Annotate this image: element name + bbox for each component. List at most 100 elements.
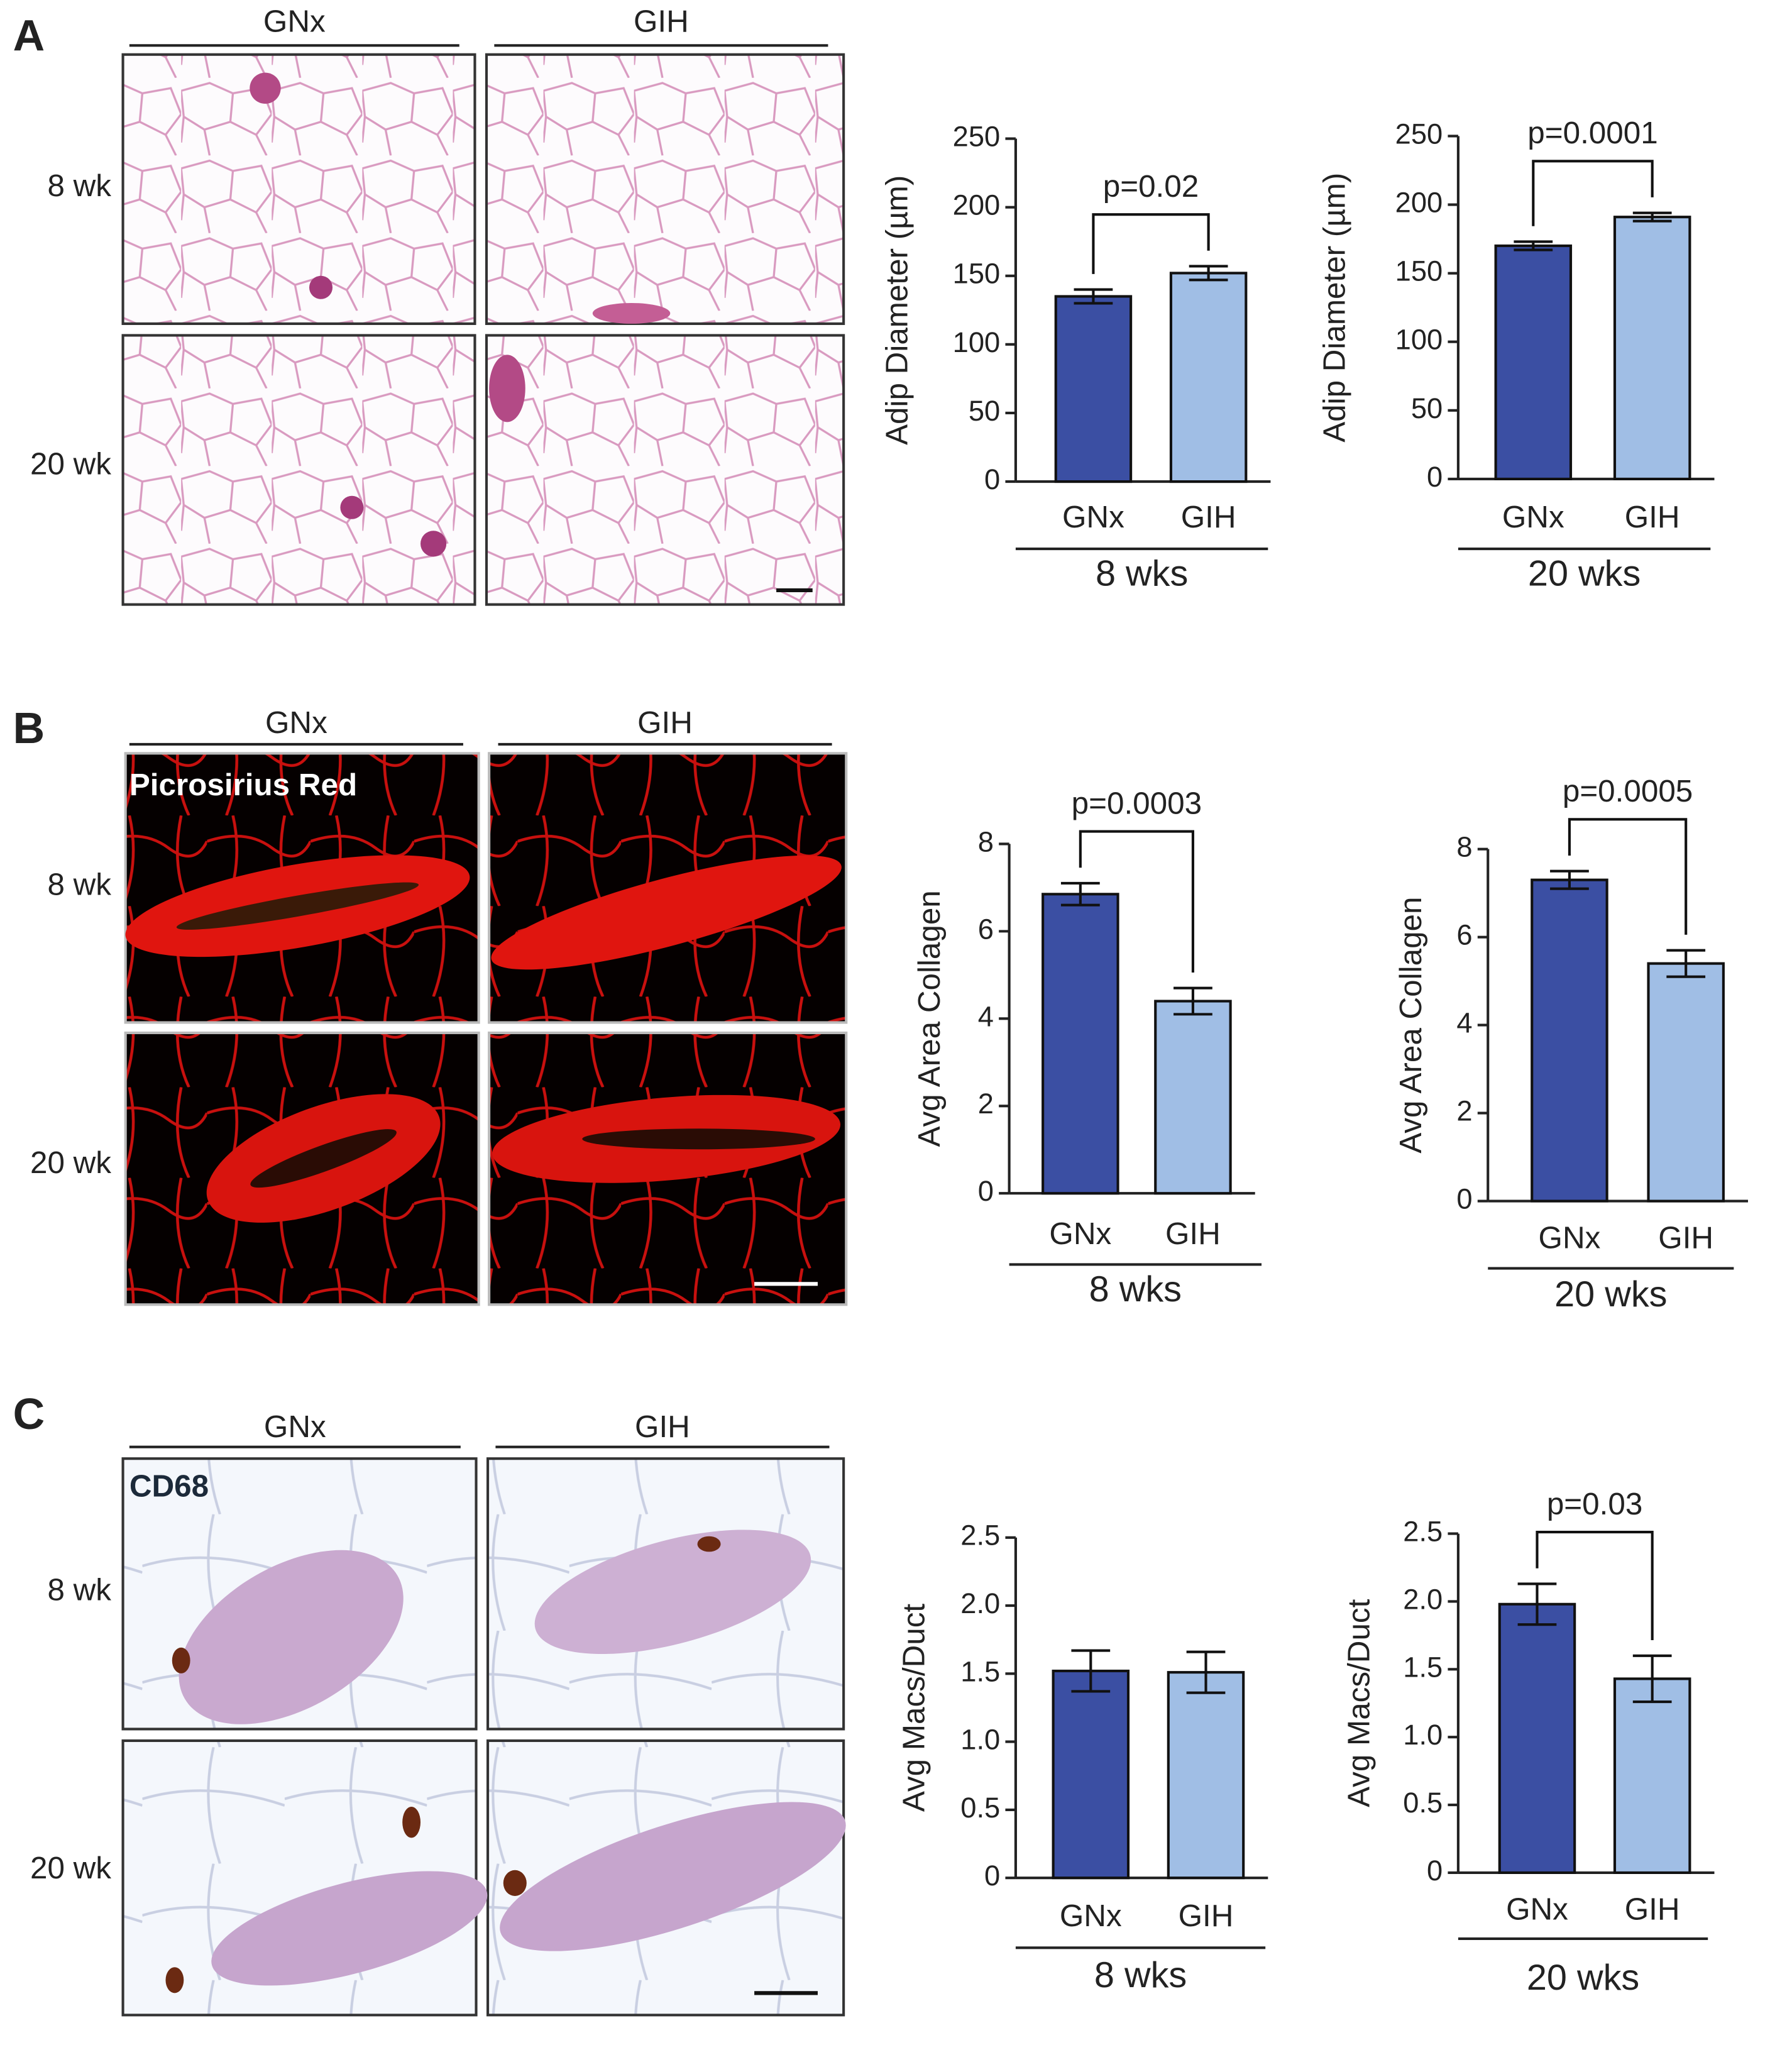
micrograph xyxy=(121,53,476,325)
row-label: 20 wk xyxy=(30,1851,111,1885)
y-tick-label: 4 xyxy=(1456,1007,1472,1039)
error-bar xyxy=(1071,1649,1111,1693)
x-tick-label: GNx xyxy=(1049,1216,1111,1251)
y-tick-label: 4 xyxy=(978,1000,994,1032)
y-tick-label: 150 xyxy=(1395,255,1443,287)
group-label: 8 wks xyxy=(1094,1955,1187,1995)
error-bar xyxy=(1060,881,1100,907)
y-tick-label: 1.5 xyxy=(960,1655,1000,1687)
y-axis-label: Avg Macs/Duct xyxy=(1342,1599,1377,1807)
significance-bracket xyxy=(1536,1531,1654,1641)
column-label: GNx xyxy=(264,1409,326,1444)
duct xyxy=(500,1802,846,1951)
x-tick-label: GIH xyxy=(1625,1892,1680,1927)
significance-bracket xyxy=(1568,818,1688,935)
y-tick-label: 2.0 xyxy=(1403,1583,1443,1615)
y-tick-label: 0 xyxy=(1427,1855,1443,1887)
duct xyxy=(211,1871,488,1986)
row-label: 20 wk xyxy=(30,1145,111,1180)
error-bar xyxy=(1632,1654,1672,1704)
tissue xyxy=(250,72,281,104)
y-tick-label: 1.0 xyxy=(1403,1719,1443,1751)
y-axis-label: Avg Area Collagen xyxy=(1393,896,1428,1153)
y-tick-label: 2.5 xyxy=(960,1519,1000,1552)
y-tick-label: 0.5 xyxy=(1403,1787,1443,1819)
y-tick-label: 100 xyxy=(1395,324,1443,356)
tissue xyxy=(489,355,525,422)
micrographs-a xyxy=(121,53,845,606)
y-tick-label: 150 xyxy=(953,258,1001,290)
significance-bracket xyxy=(1092,213,1210,274)
group-label: 20 wks xyxy=(1554,1274,1667,1315)
macrophage xyxy=(165,1967,184,1993)
tissue xyxy=(340,495,364,519)
y-axis-label: Avg Macs/Duct xyxy=(896,1604,931,1812)
macrophage xyxy=(172,1647,190,1673)
p-value: p=0.02 xyxy=(1103,169,1199,204)
panel-letter: B xyxy=(13,703,45,752)
row-label: 20 wk xyxy=(30,446,111,481)
bar xyxy=(1054,295,1133,483)
bar xyxy=(1613,216,1691,480)
group-label: 8 wks xyxy=(1089,1269,1182,1309)
y-tick-label: 8 xyxy=(978,825,994,857)
y-tick-label: 250 xyxy=(953,121,1001,153)
duct xyxy=(179,1550,404,1724)
tissue xyxy=(309,275,333,299)
row-label: 8 wk xyxy=(47,1572,111,1607)
bar xyxy=(1647,962,1725,1203)
stain-label: CD68 xyxy=(129,1469,209,1504)
p-value: p=0.0001 xyxy=(1527,116,1657,150)
significance-bracket xyxy=(1079,830,1194,973)
p-value: p=0.03 xyxy=(1547,1487,1642,1521)
bar xyxy=(1052,1669,1130,1880)
x-tick-label: GIH xyxy=(1658,1220,1713,1255)
column-label: GIH xyxy=(637,705,693,740)
x-tick-label: GIH xyxy=(1179,1899,1234,1933)
column-label: GNx xyxy=(265,705,327,740)
macrophage xyxy=(402,1806,421,1838)
y-tick-label: 250 xyxy=(1395,118,1443,150)
y-tick-label: 0 xyxy=(978,1175,994,1207)
x-tick-label: GIH xyxy=(1165,1216,1221,1251)
y-tick-label: 2 xyxy=(1456,1095,1472,1127)
stain-label: Picrosirius Red xyxy=(129,768,357,802)
bar xyxy=(1154,1000,1232,1195)
y-tick-label: 8 xyxy=(1456,831,1472,863)
x-tick-label: GNx xyxy=(1506,1892,1568,1927)
duct xyxy=(250,1129,397,1188)
error-bar xyxy=(1514,240,1553,251)
tissue xyxy=(592,302,671,324)
y-tick-label: 6 xyxy=(1456,919,1472,951)
y-axis-label: Adip Diameter (µm) xyxy=(880,175,915,445)
tissue xyxy=(421,531,447,557)
micrograph xyxy=(121,334,476,606)
row-label: 8 wk xyxy=(47,168,111,203)
x-tick-label: GNx xyxy=(1060,1899,1122,1933)
y-tick-label: 200 xyxy=(1395,187,1443,219)
row-label: 8 wk xyxy=(47,867,111,901)
x-tick-label: GNx xyxy=(1062,500,1124,534)
duct xyxy=(491,855,842,970)
micrographs-b xyxy=(124,752,848,1306)
y-tick-label: 100 xyxy=(953,326,1001,358)
error-bar xyxy=(1186,1650,1226,1694)
bar xyxy=(1494,244,1573,480)
error-bar xyxy=(1074,288,1113,305)
y-tick-label: 2.0 xyxy=(960,1587,1000,1619)
x-tick-label: GNx xyxy=(1539,1220,1601,1255)
micrographs-c xyxy=(121,1457,846,2017)
y-tick-label: 1.5 xyxy=(1403,1651,1443,1683)
y-tick-label: 0 xyxy=(984,1860,1000,1892)
bar xyxy=(1498,1602,1576,1874)
duct xyxy=(176,882,419,930)
column-label: GNx xyxy=(263,4,326,38)
x-tick-label: GNx xyxy=(1502,500,1564,534)
significance-bracket xyxy=(1532,160,1654,226)
y-tick-label: 50 xyxy=(1411,392,1443,424)
macrophage xyxy=(697,1536,721,1552)
y-tick-label: 200 xyxy=(953,189,1001,221)
y-tick-label: 1.0 xyxy=(960,1724,1000,1756)
bar xyxy=(1613,1677,1691,1874)
bar xyxy=(1167,1671,1245,1880)
